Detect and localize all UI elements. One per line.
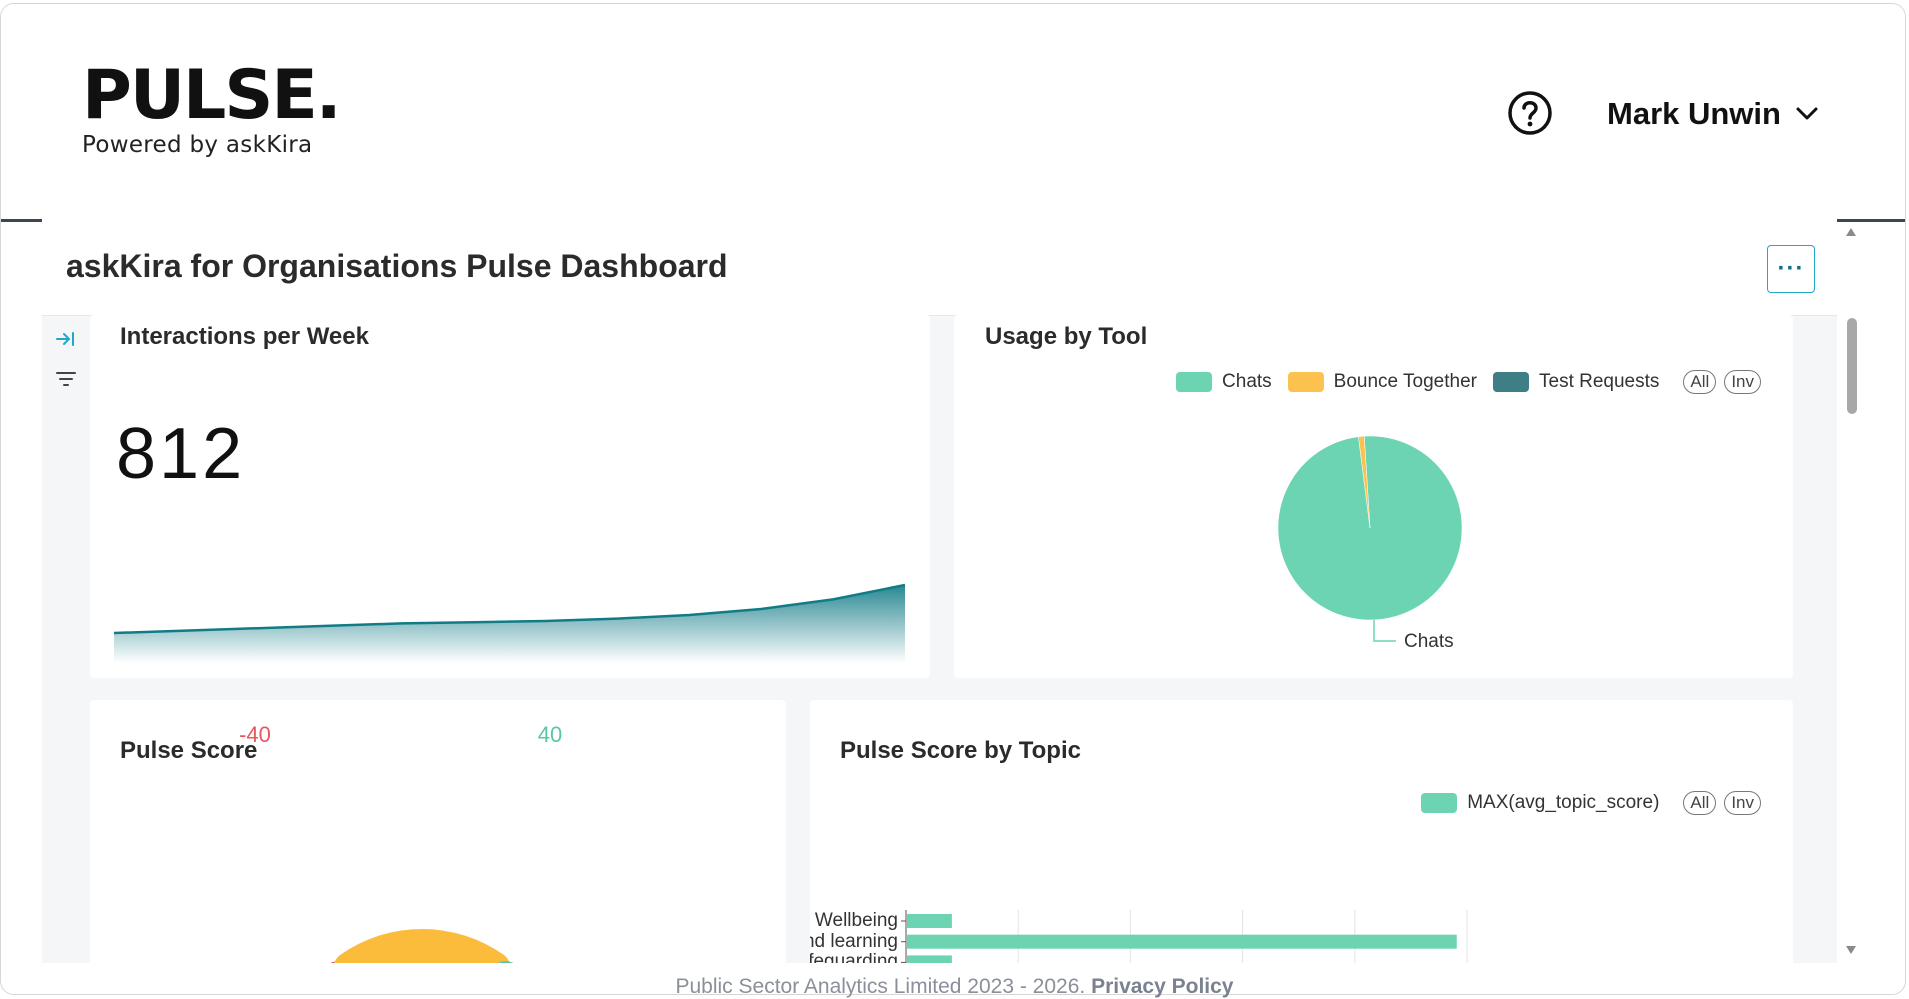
pulse-score-gauge: -40-2002040 — [239, 722, 562, 963]
legend-item-bounce[interactable]: Bounce Together — [1287, 371, 1477, 393]
logo-tagline: Powered by askKira — [82, 132, 313, 158]
bar-wellbeing[interactable] — [907, 914, 952, 928]
interactions-sparkline — [113, 583, 906, 663]
top-bar: PULSE. Powered by askKira Mark Unwin — [1, 4, 1905, 222]
legend-item-max-score[interactable]: MAX(avg_topic_score) — [1421, 792, 1659, 814]
legend-all-button[interactable]: All — [1683, 791, 1717, 815]
scroll-down-arrow[interactable] — [1846, 946, 1856, 954]
usage-pie-chart: Chats — [1277, 435, 1463, 652]
usage-card: Usage by Tool Chats Bounce Together Test… — [954, 315, 1793, 678]
dashboard-header: askKira for Organisations Pulse Dashboar… — [42, 218, 1837, 316]
legend-item-chats[interactable]: Chats — [1176, 371, 1272, 393]
sparkline-area — [114, 585, 905, 663]
vertical-scrollbar[interactable] — [1838, 218, 1864, 963]
user-name: Mark Unwin — [1607, 96, 1781, 131]
legend-swatch — [1176, 372, 1213, 392]
dashboard: askKira for Organisations Pulse Dashboar… — [42, 218, 1837, 963]
usage-title: Usage by Tool — [985, 323, 1148, 350]
chevron-down-icon — [1796, 107, 1818, 120]
expand-filters-icon[interactable] — [54, 327, 78, 351]
scrollbar-graphic — [1846, 228, 1857, 954]
legend-item-test-requests[interactable]: Test Requests — [1493, 371, 1659, 393]
topic-bar-chart — [901, 910, 1468, 963]
sparkline-line — [113, 583, 906, 635]
legend-label: MAX(avg_topic_score) — [1467, 792, 1660, 813]
legend-label: Test Requests — [1539, 371, 1660, 392]
pie-slice-label: Chats — [1404, 631, 1454, 652]
app-logo[interactable]: PULSE. — [82, 56, 342, 135]
bar-teaching-and-learning[interactable] — [907, 934, 1457, 949]
legend-swatch — [1493, 372, 1529, 392]
pulse-score-card: Pulse Score -40-2002040 — [90, 700, 786, 963]
legend-label: Bounce Together — [1333, 371, 1477, 392]
bar-category-label: Teaching and learning — [810, 930, 898, 952]
legend-all-button[interactable]: All — [1683, 370, 1717, 394]
footer: Public Sector Analytics Limited 2023 - 2… — [0, 975, 1909, 999]
pie-slice-chats[interactable] — [1277, 435, 1463, 621]
gauge-tick-label: 40 — [538, 722, 562, 747]
interactions-card: Interactions per Week 812 — [90, 315, 930, 678]
interactions-value: 812 — [116, 414, 246, 494]
bar-category-label: Safeguarding — [810, 951, 898, 963]
user-menu[interactable]: Mark Unwin — [1607, 96, 1819, 132]
pulse-score-title: Pulse Score — [120, 737, 258, 764]
bar-category-label: Wellbeing — [814, 910, 898, 931]
privacy-policy-link[interactable]: Privacy Policy — [1091, 975, 1234, 998]
gauge-yellow-segment — [334, 929, 510, 963]
filter-rail — [42, 315, 90, 963]
scroll-thumb[interactable] — [1847, 318, 1857, 414]
gauge-tick-label: -40 — [239, 722, 271, 747]
topic-card: Pulse Score by Topic MAX(avg_topic_score… — [810, 700, 1793, 963]
topic-legend: MAX(avg_topic_score) All Inv — [1421, 791, 1761, 815]
pie-slice-bounce-together[interactable] — [1358, 435, 1371, 529]
pie-label-line — [1373, 620, 1396, 642]
legend-swatch — [1421, 793, 1458, 813]
topic-title: Pulse Score by Topic — [840, 737, 1081, 764]
topic-category-labels: WellbeingTeaching and learningSafeguardi… — [810, 700, 898, 963]
bar-safeguarding[interactable] — [907, 955, 952, 963]
filter-icon[interactable] — [54, 367, 78, 391]
legend-inv-button[interactable]: Inv — [1724, 791, 1761, 815]
footer-text: Public Sector Analytics Limited 2023 - 2… — [675, 975, 1086, 998]
scroll-up-arrow[interactable] — [1846, 228, 1856, 236]
more-options-button[interactable]: ··· — [1767, 245, 1815, 293]
legend-swatch — [1287, 372, 1324, 392]
usage-legend: Chats Bounce Together Test Requests All … — [1176, 370, 1761, 394]
legend-inv-button[interactable]: Inv — [1724, 370, 1761, 394]
legend-label: Chats — [1222, 371, 1272, 392]
interactions-title: Interactions per Week — [120, 323, 369, 350]
help-icon[interactable] — [1507, 90, 1553, 136]
dashboard-title: askKira for Organisations Pulse Dashboar… — [66, 248, 728, 284]
